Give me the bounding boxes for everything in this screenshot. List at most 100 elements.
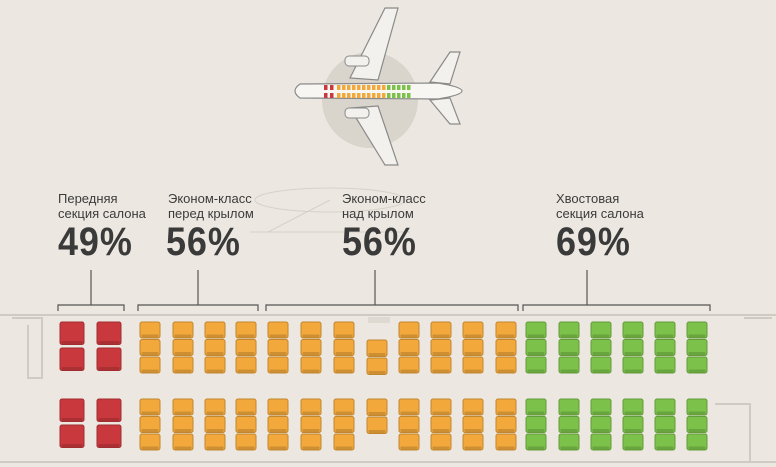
seat-icon	[654, 433, 676, 451]
seat-icon	[366, 398, 388, 416]
seat-icon	[622, 433, 644, 451]
seat-icon	[430, 433, 452, 451]
seat-icon	[686, 321, 708, 339]
seat-icon	[96, 321, 122, 345]
seat-icon	[366, 416, 388, 434]
seat-icon	[267, 356, 289, 374]
seat-icon	[495, 398, 517, 416]
seat-icon	[333, 339, 355, 356]
section-bracket	[137, 304, 259, 311]
seat-icon	[686, 356, 708, 374]
seat-icon	[398, 416, 420, 433]
seat-icon	[300, 416, 322, 433]
seat-icon	[622, 398, 644, 416]
seat-icon	[204, 398, 226, 416]
seat-icon	[139, 398, 161, 416]
seat-icon	[590, 321, 612, 339]
seat-icon	[59, 321, 85, 345]
seat-icon	[398, 321, 420, 339]
seat-icon	[235, 356, 257, 374]
seat-icon	[235, 416, 257, 433]
economy-front-percent: 56%	[166, 220, 241, 264]
seat-icon	[590, 416, 612, 433]
seat-icon	[462, 339, 484, 356]
seat-icon	[300, 433, 322, 451]
seat-icon	[96, 347, 122, 371]
seat-icon	[235, 433, 257, 451]
seat-icon	[590, 433, 612, 451]
seat-map	[59, 321, 708, 451]
seat-icon	[172, 416, 194, 433]
front-section-percent: 49%	[58, 220, 133, 264]
seat-icon	[654, 398, 676, 416]
seat-icon	[495, 416, 517, 433]
seat-icon	[235, 398, 257, 416]
seat-icon	[59, 398, 85, 422]
front-section-label: Передняя секция салона	[58, 191, 146, 221]
seat-icon	[558, 433, 580, 451]
seat-icon	[172, 433, 194, 451]
seat-icon	[622, 356, 644, 374]
seat-icon	[172, 339, 194, 356]
seat-icon	[333, 356, 355, 374]
seat-icon	[96, 398, 122, 422]
seat-icon	[204, 339, 226, 356]
tail-section-percent: 69%	[556, 220, 631, 264]
seat-icon	[300, 321, 322, 339]
seat-icon	[398, 339, 420, 356]
seat-icon	[59, 347, 85, 371]
seat-icon	[267, 433, 289, 451]
seat-icon	[430, 356, 452, 374]
seat-icon	[235, 339, 257, 356]
seat-icon	[333, 398, 355, 416]
seat-icon	[686, 339, 708, 356]
seat-icon	[558, 416, 580, 433]
seat-icon	[59, 424, 85, 448]
section-bracket	[522, 304, 711, 311]
seat-icon	[139, 339, 161, 356]
seat-icon	[654, 321, 676, 339]
seat-icon	[398, 356, 420, 374]
seat-icon	[172, 356, 194, 374]
seat-icon	[525, 416, 547, 433]
seat-icon	[495, 321, 517, 339]
seat-icon	[430, 416, 452, 433]
seat-icon	[366, 357, 388, 375]
seat-icon	[430, 398, 452, 416]
seat-icon	[495, 356, 517, 374]
seat-icon	[398, 398, 420, 416]
economy-front-label: Эконом-класс перед крылом	[168, 191, 254, 221]
seat-icon	[366, 339, 388, 357]
seat-icon	[590, 339, 612, 356]
seat-icon	[430, 321, 452, 339]
seat-icon	[300, 398, 322, 416]
airplane-icon	[294, 7, 463, 166]
section-brackets	[57, 270, 711, 311]
seat-icon	[462, 416, 484, 433]
seat-icon	[267, 321, 289, 339]
seat-icon	[622, 339, 644, 356]
seat-icon	[139, 416, 161, 433]
seat-icon	[267, 416, 289, 433]
seat-icon	[525, 321, 547, 339]
seat-icon	[267, 339, 289, 356]
seat-icon	[300, 356, 322, 374]
seat-icon	[462, 356, 484, 374]
tail-section-label: Хвостовая секция салона	[556, 191, 644, 221]
seat-icon	[654, 356, 676, 374]
seat-icon	[558, 339, 580, 356]
seat-icon	[333, 433, 355, 451]
seat-icon	[525, 398, 547, 416]
seat-icon	[462, 433, 484, 451]
seat-icon	[333, 321, 355, 339]
seat-icon	[590, 398, 612, 416]
economy-wing-percent: 56%	[342, 220, 417, 264]
seat-icon	[300, 339, 322, 356]
cabin-outline	[0, 314, 776, 463]
seat-icon	[267, 398, 289, 416]
seat-icon	[96, 424, 122, 448]
seat-icon	[495, 339, 517, 356]
seat-icon	[430, 339, 452, 356]
seat-icon	[558, 321, 580, 339]
seat-icon	[495, 433, 517, 451]
